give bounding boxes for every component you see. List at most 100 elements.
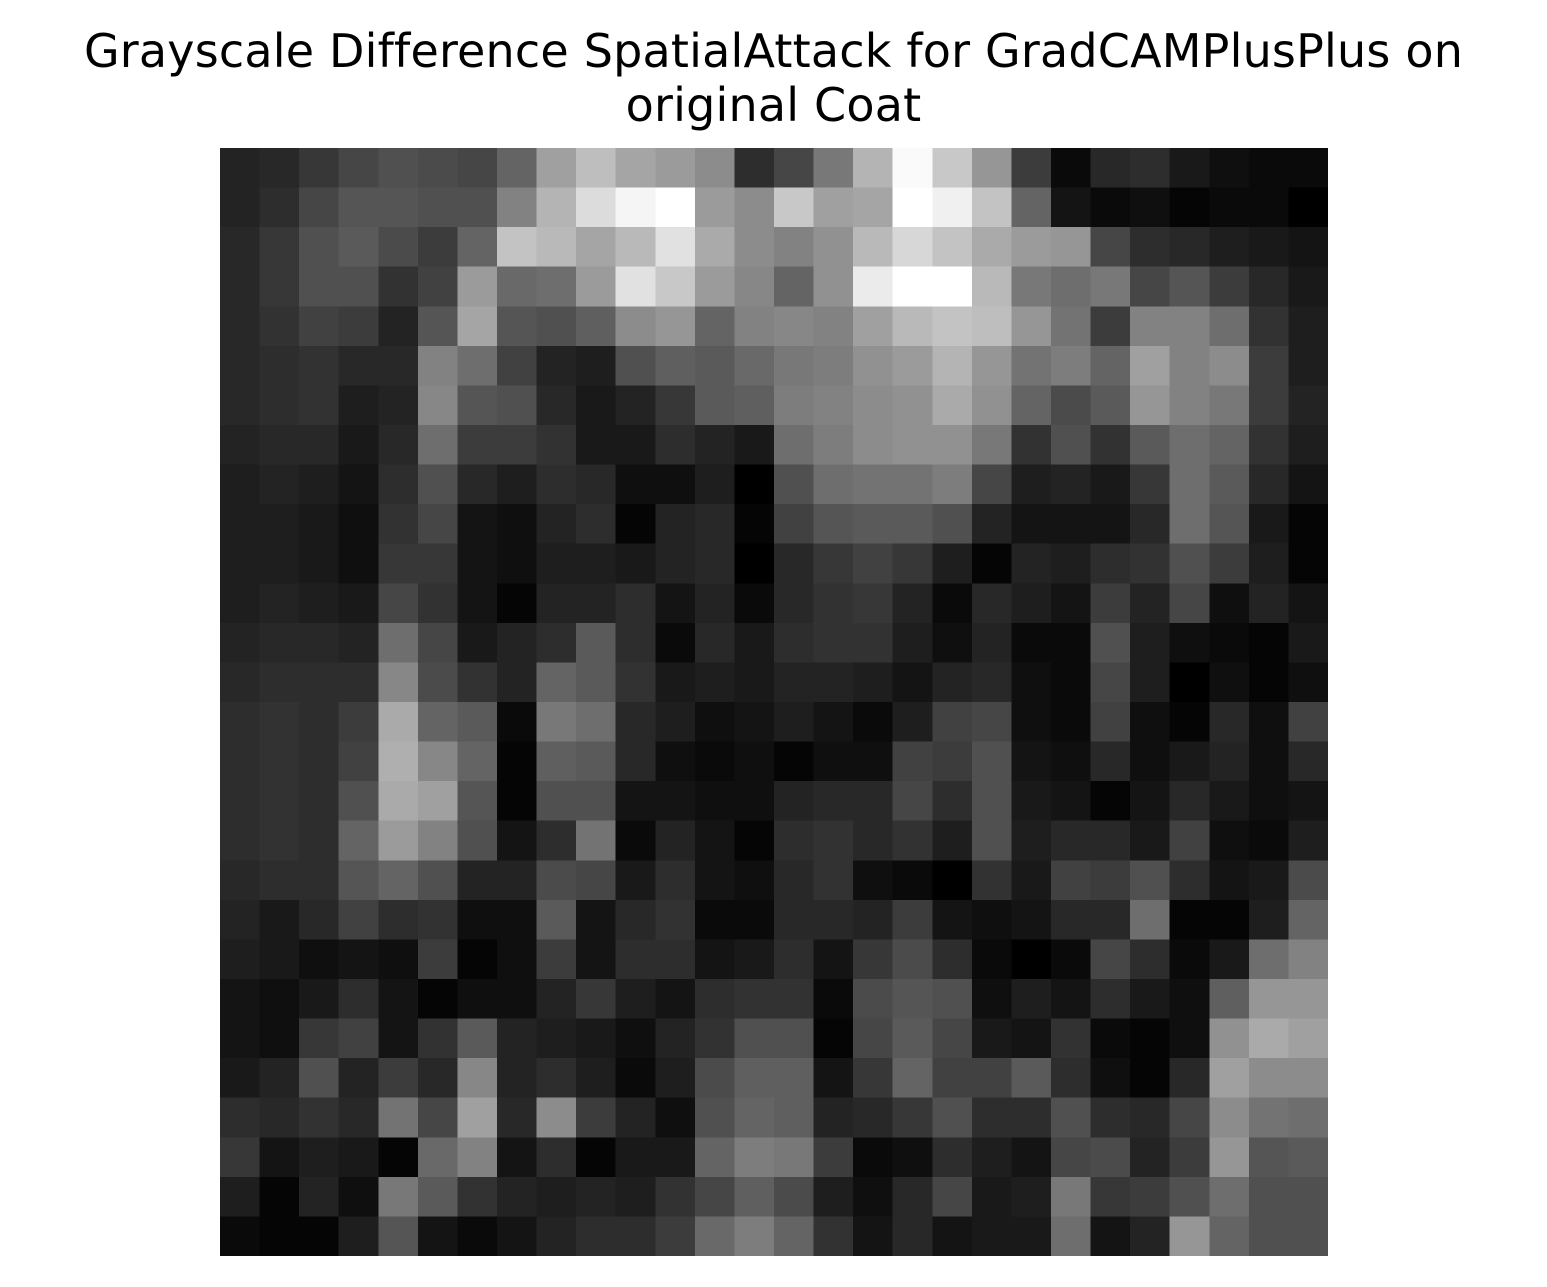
heatmap-cell: [853, 662, 894, 703]
heatmap-cell: [220, 148, 261, 189]
heatmap-cell: [1248, 1018, 1290, 1059]
heatmap-cell: [774, 662, 815, 703]
heatmap-cell: [259, 464, 300, 505]
heatmap-cell: [932, 939, 973, 980]
heatmap-cell: [1169, 899, 1210, 941]
heatmap-cell: [774, 1176, 815, 1218]
heatmap-cell: [1288, 266, 1328, 307]
heatmap-cell: [734, 1058, 775, 1099]
heatmap-cell: [378, 820, 419, 861]
heatmap-cell: [615, 860, 656, 901]
heatmap-cell: [615, 979, 656, 1020]
heatmap-cell: [497, 939, 538, 980]
heatmap-cell: [338, 1058, 379, 1099]
heatmap-cell: [378, 345, 419, 387]
heatmap-cell: [932, 385, 973, 426]
heatmap-cell: [220, 266, 261, 307]
heatmap-cell: [1209, 899, 1250, 941]
heatmap-cell: [497, 227, 538, 268]
heatmap-cell: [497, 662, 538, 703]
heatmap-cell: [655, 1058, 696, 1099]
heatmap-cell: [655, 741, 696, 782]
heatmap-cell: [576, 1137, 617, 1178]
heatmap-cell: [655, 1176, 696, 1218]
heatmap-cell: [259, 702, 300, 743]
heatmap-cell: [1130, 622, 1171, 664]
heatmap-cell: [497, 1058, 538, 1099]
heatmap-cell: [971, 979, 1013, 1020]
heatmap-cell: [1209, 345, 1250, 387]
heatmap-cell: [299, 385, 340, 426]
heatmap-cell: [853, 1176, 894, 1218]
heatmap-cell: [1090, 662, 1131, 703]
heatmap-cell: [1288, 860, 1328, 901]
heatmap-cell: [694, 227, 736, 268]
heatmap-cell: [932, 148, 973, 189]
heatmap-cell: [932, 504, 973, 545]
heatmap-cell: [338, 385, 379, 426]
heatmap-cell: [1248, 227, 1290, 268]
heatmap-cell: [338, 1137, 379, 1178]
heatmap-cell: [774, 385, 815, 426]
heatmap-cell: [1248, 1097, 1290, 1138]
heatmap-cell: [220, 583, 261, 624]
heatmap-cell: [338, 583, 379, 624]
heatmap-cell: [457, 345, 498, 387]
heatmap-cell: [299, 425, 340, 466]
heatmap-cell: [853, 464, 894, 505]
heatmap-cell: [1011, 345, 1052, 387]
heatmap-cell: [1051, 820, 1092, 861]
heatmap-cell: [615, 1216, 656, 1256]
heatmap-cell: [536, 1018, 577, 1059]
heatmap-cell: [1248, 425, 1290, 466]
heatmap-cell: [259, 425, 300, 466]
heatmap-cell: [1209, 1097, 1250, 1138]
heatmap-cell: [615, 148, 656, 189]
heatmap-cell: [774, 345, 815, 387]
heatmap-cell: [892, 306, 933, 347]
heatmap-cell: [734, 622, 775, 664]
heatmap-cell: [932, 583, 973, 624]
heatmap-cell: [220, 187, 261, 228]
heatmap-cell: [774, 741, 815, 782]
heatmap-cell: [813, 622, 854, 664]
heatmap-cell: [1051, 662, 1092, 703]
heatmap-cell: [338, 662, 379, 703]
heatmap-cell: [1169, 662, 1210, 703]
heatmap-cell: [417, 504, 459, 545]
heatmap-cell: [220, 781, 261, 822]
heatmap-cell: [1051, 1216, 1092, 1256]
heatmap-cell: [774, 464, 815, 505]
heatmap-cell: [497, 425, 538, 466]
heatmap-cell: [1090, 702, 1131, 743]
heatmap-cell: [813, 306, 854, 347]
heatmap-cell: [536, 781, 577, 822]
heatmap-cell: [457, 1216, 498, 1256]
heatmap-cell: [417, 1216, 459, 1256]
heatmap-cell: [734, 702, 775, 743]
heatmap-cell: [536, 1097, 577, 1138]
heatmap-cell: [1288, 583, 1328, 624]
heatmap-cell: [259, 148, 300, 189]
heatmap-cell: [299, 662, 340, 703]
heatmap-cell: [536, 1058, 577, 1099]
heatmap-cell: [1090, 1216, 1131, 1256]
heatmap-cell: [774, 860, 815, 901]
heatmap-cell: [932, 820, 973, 861]
heatmap-cell: [536, 860, 577, 901]
heatmap-cell: [853, 504, 894, 545]
heatmap-cell: [457, 504, 498, 545]
heatmap-cell: [734, 425, 775, 466]
heatmap-cell: [971, 939, 1013, 980]
heatmap-cell: [457, 662, 498, 703]
heatmap-cell: [1090, 939, 1131, 980]
heatmap-cell: [497, 781, 538, 822]
heatmap-cell: [536, 899, 577, 941]
heatmap-cell: [299, 1216, 340, 1256]
heatmap-cell: [299, 1137, 340, 1178]
heatmap-cell: [813, 543, 854, 584]
heatmap-cell: [457, 1176, 498, 1218]
heatmap-cell: [1169, 1018, 1210, 1059]
heatmap-cell: [932, 1216, 973, 1256]
heatmap-cell: [971, 187, 1013, 228]
